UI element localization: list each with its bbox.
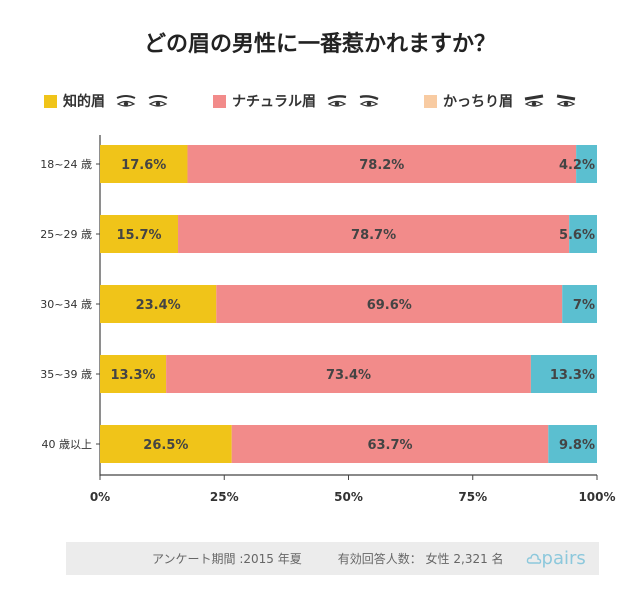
data-label: 63.7%	[367, 438, 412, 453]
bar-segment	[216, 285, 563, 323]
category-label: 18~24 歳	[40, 158, 92, 171]
category-label: 40 歳以上	[42, 438, 93, 451]
data-label: 4.2%	[559, 158, 595, 173]
x-tick-label: 50%	[334, 490, 363, 504]
bar-segment	[569, 215, 597, 253]
data-label: 69.6%	[367, 298, 412, 313]
data-label: 17.6%	[121, 158, 166, 173]
legend-item-intellectual: 知的眉	[44, 91, 179, 111]
eye-icon	[148, 95, 168, 107]
legend-swatch	[424, 94, 437, 108]
chart-title: どの眉の男性に一番惹かれますか？	[143, 32, 496, 57]
legend-swatch	[213, 94, 226, 108]
eyebrow-icons	[523, 94, 587, 108]
x-tick-label: 100%	[578, 490, 615, 504]
data-label: 26.5%	[143, 438, 188, 453]
x-tick-label: 0%	[90, 490, 110, 504]
legend-label: ナチュラル眉	[232, 94, 316, 110]
data-label: 5.6%	[559, 228, 595, 243]
legend-item-natural: ナチュラル眉	[213, 91, 390, 111]
bar-segment	[231, 425, 549, 463]
data-label: 23.4%	[136, 298, 181, 313]
eye-icon	[116, 95, 136, 107]
legend-label: かっちり眉	[443, 94, 513, 110]
bar-segment	[100, 355, 167, 393]
bar-segment	[530, 355, 597, 393]
bar-segment	[548, 425, 597, 463]
pairs-logo: pairs	[526, 548, 586, 569]
bar-segment	[100, 425, 232, 463]
stacked-bar-chart: 18~24 歳 17.6% 78.2% 4.2% 25~29 歳 15.7% 78.7% 5.…	[40, 135, 616, 504]
survey-period: アンケート期間 :2015 年夏	[152, 552, 302, 566]
data-label: 13.3%	[550, 368, 595, 383]
bar-segment	[100, 215, 179, 253]
bar-segment	[100, 285, 217, 323]
eyebrow-icons	[326, 94, 390, 108]
data-label: 15.7%	[116, 228, 161, 243]
cloud-icon	[526, 553, 541, 564]
bar-segment	[166, 355, 531, 393]
eyebrow-icons	[115, 94, 179, 108]
bar-segment	[178, 215, 570, 253]
category-label: 25~29 歳	[40, 228, 92, 241]
category-label: 30~34 歳	[40, 298, 92, 311]
bar-segment	[100, 145, 188, 183]
bar-segment	[187, 145, 577, 183]
legend-swatch	[44, 94, 57, 108]
data-label: 7%	[573, 298, 595, 313]
category-label: 35~39 歳	[40, 368, 92, 381]
bar-segment	[562, 285, 597, 323]
legend-label: 知的眉	[63, 94, 105, 110]
x-tick-label: 25%	[210, 490, 239, 504]
x-tick-label: 75%	[458, 490, 487, 504]
legend: 知的眉 ナチュラル眉	[44, 90, 621, 112]
data-label: 13.3%	[110, 368, 155, 383]
data-label: 73.4%	[326, 368, 371, 383]
data-label: 78.2%	[359, 158, 404, 173]
eye-icon	[524, 94, 544, 107]
eye-icon	[359, 95, 379, 107]
eye-icon	[327, 95, 347, 107]
brand-name: pairs	[541, 548, 586, 569]
survey-footer: アンケート期間 :2015 年夏 有効回答人数： 女性 2,321 名 pair…	[66, 542, 599, 575]
data-label: 78.7%	[351, 228, 396, 243]
bar-segment	[576, 145, 597, 183]
data-label: 9.8%	[559, 438, 595, 453]
legend-item-firm: かっちり眉	[424, 91, 587, 111]
eye-icon	[556, 94, 576, 107]
respondent-count: 有効回答人数： 女性 2,321 名	[337, 552, 504, 566]
